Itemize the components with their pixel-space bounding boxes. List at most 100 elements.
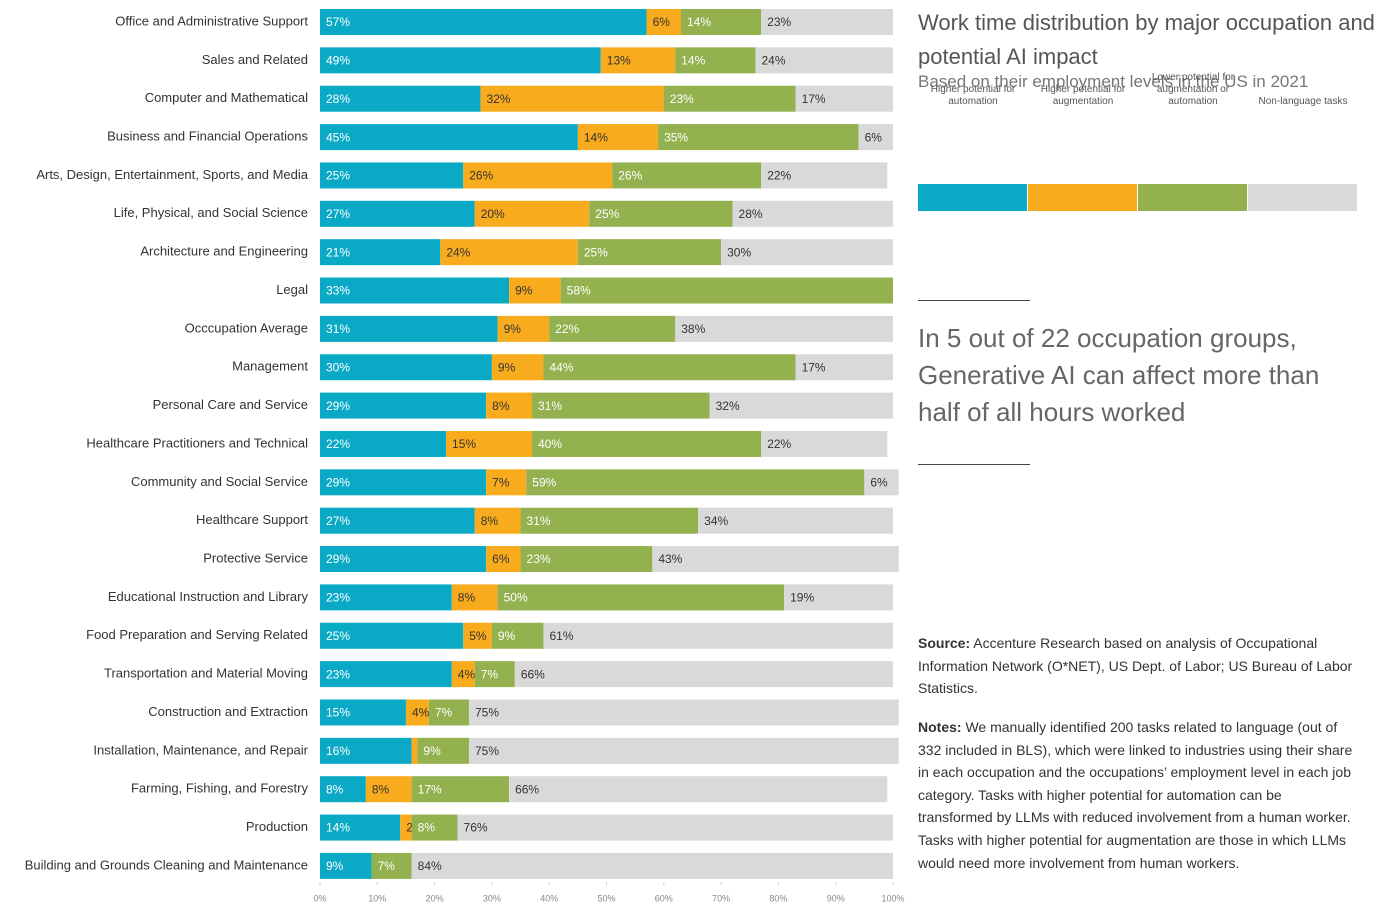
data-label: 75% (475, 706, 499, 720)
bar-segment (474, 661, 515, 688)
y-tick-label: Transportation and Material Moving (104, 666, 308, 681)
x-tick-label: 10% (368, 893, 386, 903)
data-label: 29% (326, 552, 350, 566)
bar-segment (761, 9, 893, 35)
data-label: 22% (767, 437, 791, 451)
y-tick-label: Sales and Related (202, 52, 308, 67)
data-label: 8% (418, 821, 436, 835)
bar-segment (480, 85, 664, 112)
data-label: 8% (326, 782, 344, 796)
data-label: 23% (326, 591, 350, 605)
data-label: 7% (481, 667, 499, 681)
data-label: 28% (326, 92, 350, 106)
legend-label: Higher potential for automation (930, 84, 1016, 107)
data-label: 61% (549, 629, 573, 643)
y-tick-label: Production (246, 819, 308, 834)
bar-segment (514, 661, 893, 688)
data-label: 66% (521, 667, 545, 681)
bar-segment (509, 776, 888, 803)
y-tick-label: Business and Financial Operations (107, 129, 308, 144)
data-label: 6% (653, 15, 671, 29)
y-tick-label: Personal Care and Service (153, 397, 308, 412)
data-label: 75% (475, 744, 499, 758)
bar-segment (320, 737, 412, 764)
bar-segment (428, 699, 469, 726)
data-label: 25% (595, 207, 619, 221)
y-tick-label: Arts, Design, Entertainment, Sports, and… (36, 167, 308, 182)
legend-label: Higher potential for augmentation (1040, 84, 1126, 107)
data-label: 8% (458, 591, 476, 605)
x-tick-label: 40% (540, 893, 558, 903)
data-label: 14% (681, 54, 705, 68)
bar-segment (600, 47, 676, 74)
data-label: 21% (326, 245, 350, 259)
y-tick-label: Healthcare Practitioners and Technical (86, 435, 308, 450)
data-label: 44% (549, 360, 573, 374)
bar-segment (320, 852, 372, 879)
data-label: 76% (464, 821, 488, 835)
bar-segment (320, 546, 487, 573)
bar-segment (761, 430, 888, 457)
data-label: 59% (532, 475, 556, 489)
bar-segment (497, 315, 550, 342)
bar-segment (532, 392, 710, 419)
bar-segment (532, 430, 762, 457)
y-tick-label: Management (232, 359, 308, 374)
bar-segment (549, 315, 676, 342)
legend-swatch (1138, 184, 1248, 211)
data-label: 26% (469, 169, 493, 183)
bar-segment (320, 430, 447, 457)
bar-segment (543, 622, 893, 649)
y-tick-label: Computer and Mathematical (145, 90, 308, 105)
annotation: In 5 out of 22 occupation groups, Genera… (918, 323, 1320, 427)
data-label: 17% (802, 360, 826, 374)
data-label: 25% (326, 169, 350, 183)
source-text: Accenture Research based on analysis of … (918, 635, 1353, 697)
data-label: 32% (716, 399, 740, 413)
legend-swatch (918, 184, 1028, 211)
data-label: 49% (326, 54, 350, 68)
data-label: 6% (865, 130, 883, 144)
bar-segment (543, 354, 796, 381)
bar-segment (417, 737, 469, 764)
data-label: 6% (870, 475, 888, 489)
bar-segment (658, 124, 859, 151)
data-label: 29% (326, 475, 350, 489)
data-label: 22% (555, 322, 579, 336)
chart: Office and Administrative Support 57% 6% 14… (25, 9, 905, 903)
bar-segment (320, 776, 366, 803)
bar-segment (497, 584, 785, 611)
data-label: 29% (326, 399, 350, 413)
bar-segment (400, 814, 412, 841)
y-tick-label: Architecture and Engineering (140, 244, 308, 259)
bar-segment (468, 737, 899, 764)
data-label: 30% (727, 245, 751, 259)
data-label: 17% (802, 92, 826, 106)
y-tick-label: Legal (276, 282, 308, 297)
x-tick-label: 90% (827, 893, 845, 903)
bar-segment (320, 354, 492, 381)
data-label: 31% (538, 399, 562, 413)
notes-text: We manually identified 200 tasks related… (918, 719, 1353, 871)
legend-label: Non-language tasks (1258, 96, 1348, 107)
bar-segment (320, 507, 475, 534)
data-label: 23% (527, 552, 551, 566)
bar-segment (864, 469, 899, 496)
data-label: 9% (423, 744, 441, 758)
legend: Higher potential for automation Higher po… (918, 72, 1358, 212)
bar-segment (486, 546, 521, 573)
data-label: 14% (584, 130, 608, 144)
data-label: 66% (515, 782, 539, 796)
legend-swatch (1028, 184, 1138, 211)
data-label: 19% (790, 591, 814, 605)
data-label: 13% (607, 54, 631, 68)
data-label: 50% (504, 591, 528, 605)
data-label: 8% (492, 399, 510, 413)
bar-segment (709, 392, 893, 419)
data-label: 43% (658, 552, 682, 566)
bar-segment (320, 622, 464, 649)
data-label: 15% (452, 437, 476, 451)
data-label: 30% (326, 360, 350, 374)
data-label: 7% (378, 859, 396, 873)
